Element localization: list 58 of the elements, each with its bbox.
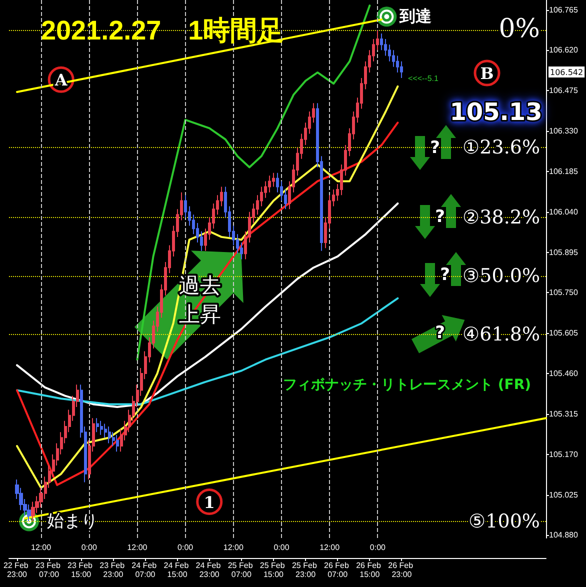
x-tick-label: 25 Feb 23:00 [292, 561, 320, 579]
ref-line-label: ⑤100% [468, 510, 540, 532]
y-tick-label: 106.765 [549, 5, 578, 14]
annotation: ? [440, 265, 450, 285]
x-tick-label: 26 Feb 15:00 [356, 561, 384, 579]
candlestick [100, 420, 103, 436]
ref-line-label: ①23.6% [462, 136, 540, 159]
annotation: 到達 [398, 6, 432, 26]
x-tick-label: 23 Feb 23:00 [100, 561, 127, 579]
y-tick-label: 105.025 [549, 490, 578, 500]
annotation: 0% [498, 14, 540, 44]
y-tick-label: 106.330 [549, 126, 578, 136]
annotation: ? [430, 138, 440, 158]
ref-line-label: 12:00 [223, 542, 244, 552]
y-tick-label: 105.315 [549, 409, 578, 418]
annotation: フィボナッチ・リトレースメント (FR) [283, 377, 532, 393]
x-tick-label: 25 Feb 15:00 [260, 561, 288, 579]
annotation: ? [435, 323, 445, 343]
candlestick [108, 426, 111, 444]
ref-line-label: 0:00 [81, 542, 98, 552]
ref-line-label: 12:00 [127, 542, 148, 552]
y-tick-label: 105.170 [549, 450, 578, 459]
x-tick-label: 25 Feb 07:00 [228, 561, 255, 579]
y-tick-label: 106.475 [549, 86, 578, 96]
y-tick-label: 106.040 [549, 207, 578, 216]
x-tick-label: 24 Feb 07:00 [132, 561, 159, 579]
line-series [16, 202, 399, 408]
ref-line-label: 0:00 [274, 542, 290, 552]
x-tick-label: 26 Feb 23:00 [388, 561, 416, 579]
x-tick-label: 23 Feb 15:00 [68, 561, 95, 579]
line-series [16, 297, 399, 406]
x-tick-label: 26 Feb 07:00 [324, 561, 352, 579]
y-tick-label: 105.750 [549, 288, 578, 298]
ref-line-label: 0:00 [178, 542, 194, 552]
annotation: <<<--5.1 [408, 74, 440, 82]
x-tick-label: 23 Feb 07:00 [35, 561, 63, 579]
annotation: B [480, 64, 494, 82]
annotation: ? [435, 207, 445, 227]
ref-line-label: 12:00 [320, 542, 340, 552]
annotation: 始まり [47, 511, 98, 532]
y-tick-label: 104.880 [549, 530, 578, 540]
ref-line-label: ④61.8% [462, 324, 540, 346]
candlestick [116, 434, 119, 452]
y-tick-label: 105.460 [549, 369, 578, 378]
x-tick-label: 22 Feb 23:00 [3, 561, 31, 579]
annotation: 1 [204, 492, 215, 512]
candlestick [96, 418, 99, 433]
y-tick-label: 105.605 [549, 328, 578, 338]
ref-line-label: ②38.2% [462, 206, 540, 228]
annotation: 105.13 [450, 98, 542, 126]
ref-line-label: 12:00 [31, 542, 52, 552]
ref-line-label: 0:00 [370, 542, 386, 552]
y-tick-label: 106.620 [549, 46, 578, 55]
y-tick-label: 105.895 [549, 248, 578, 257]
x-tick-label: 24 Feb 23:00 [196, 561, 223, 579]
y-tick-label: 106.185 [549, 166, 578, 176]
ref-line-label: ③50.0% [462, 264, 540, 287]
x-tick-label: 24 Feb 15:00 [164, 561, 191, 579]
